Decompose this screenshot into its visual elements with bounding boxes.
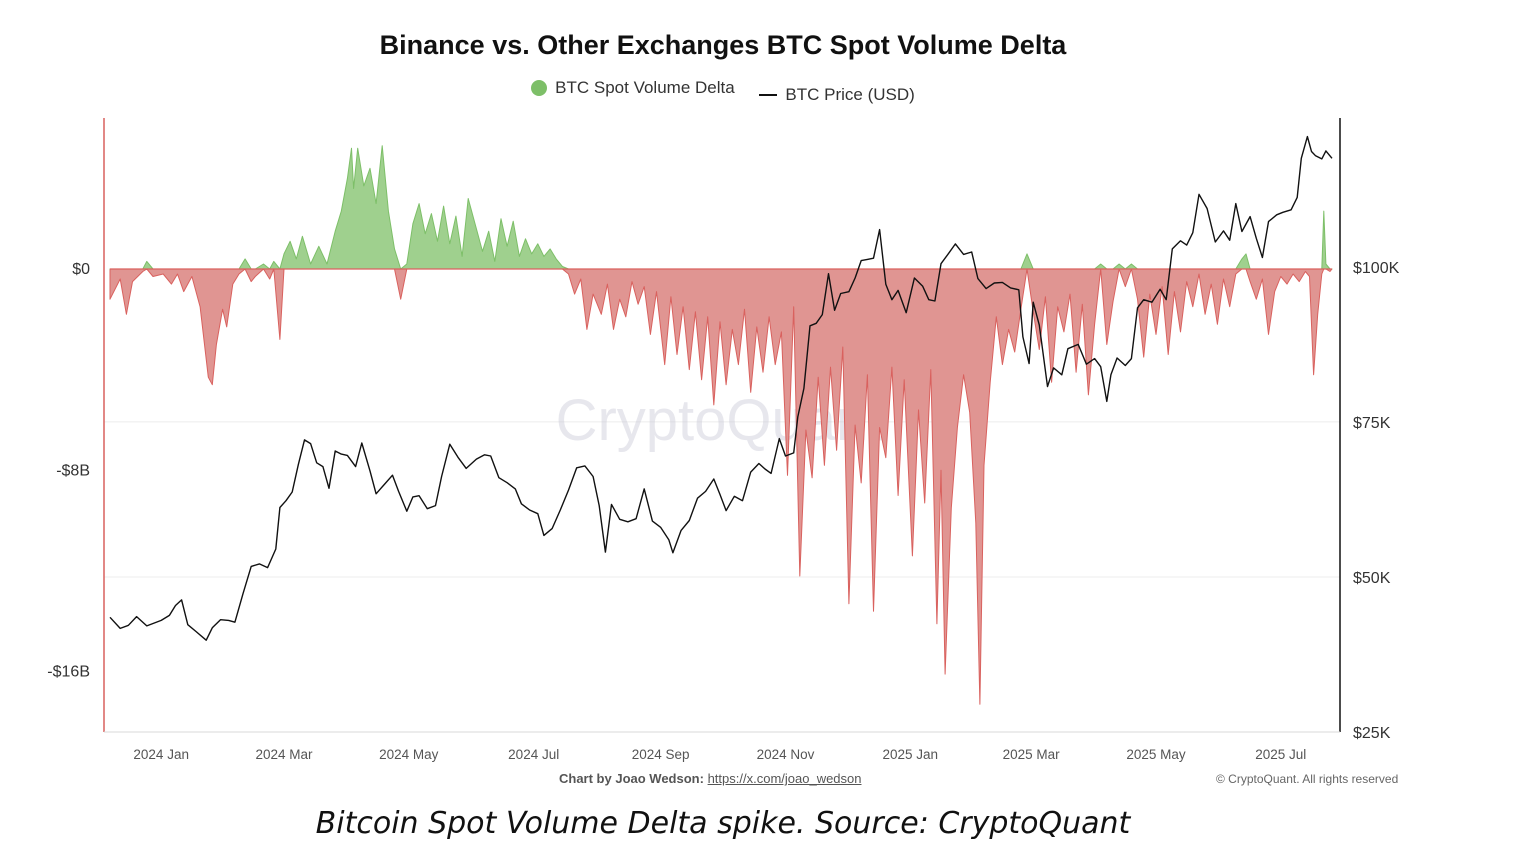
volume-delta-positive-area <box>109 145 1333 270</box>
x-tick-label: 2025 May <box>1126 747 1186 762</box>
y-axis-left-ticks: $0 -$8B -$16B <box>47 261 90 681</box>
x-tick-label: 2024 Nov <box>757 747 815 762</box>
btc-price-path <box>109 135 1333 641</box>
chart-legend: BTC Spot Volume Delta BTC Price (USD) <box>0 78 1446 105</box>
legend-label-btc-price: BTC Price (USD) <box>785 85 915 104</box>
axes <box>103 118 1341 733</box>
y-right-tick-label: $50K <box>1353 570 1391 587</box>
y-left-tick-label: -$16B <box>47 664 90 681</box>
legend-item-btc-price[interactable]: BTC Price (USD) <box>759 85 915 105</box>
y-right-tick-label: $25K <box>1353 725 1391 742</box>
chart-title: Binance vs. Other Exchanges BTC Spot Vol… <box>379 30 1067 60</box>
x-tick-label: 2024 May <box>379 747 439 762</box>
legend-marker-btc-price <box>759 94 778 96</box>
chart-credit: Chart by Joao Wedson: https://x.com/joao… <box>559 771 862 786</box>
x-tick-label: 2024 Jan <box>133 747 189 762</box>
volume-delta-area <box>109 145 1333 705</box>
y-left-tick-label: $0 <box>72 261 90 278</box>
x-tick-label: 2024 Mar <box>255 747 313 762</box>
copyright-notice: © CryptoQuant. All rights reserved <box>1216 772 1399 786</box>
credit-label: Chart by Joao Wedson: <box>559 771 704 786</box>
watermark: CryptoQuant <box>556 388 885 453</box>
y-left-tick-label: -$8B <box>56 462 90 479</box>
x-axis-ticks: 2024 Jan 2024 Mar 2024 May 2024 Jul 2024 Sep… <box>133 747 1306 762</box>
y-right-tick-label: $100K <box>1353 260 1400 277</box>
y-axis-right-ticks: $100K $75K $50K $25K <box>1353 260 1400 742</box>
x-tick-label: 2025 Jul <box>1255 747 1306 762</box>
x-tick-label: 2024 Jul <box>508 747 559 762</box>
gridlines <box>104 421 1340 578</box>
x-tick-label: 2024 Sep <box>632 747 690 762</box>
btc-price-line <box>109 135 1333 641</box>
image-caption: Bitcoin Spot Volume Delta spike. Source:… <box>315 806 1131 841</box>
legend-marker-volume-delta <box>531 80 548 96</box>
x-tick-label: 2025 Jan <box>883 747 939 762</box>
credit-link[interactable]: https://x.com/joao_wedson <box>707 771 862 786</box>
x-tick-label: 2025 Mar <box>1003 747 1061 762</box>
y-right-tick-label: $75K <box>1353 415 1391 432</box>
legend-label-volume-delta: BTC Spot Volume Delta <box>555 78 735 97</box>
legend-item-volume-delta[interactable]: BTC Spot Volume Delta <box>531 78 735 98</box>
